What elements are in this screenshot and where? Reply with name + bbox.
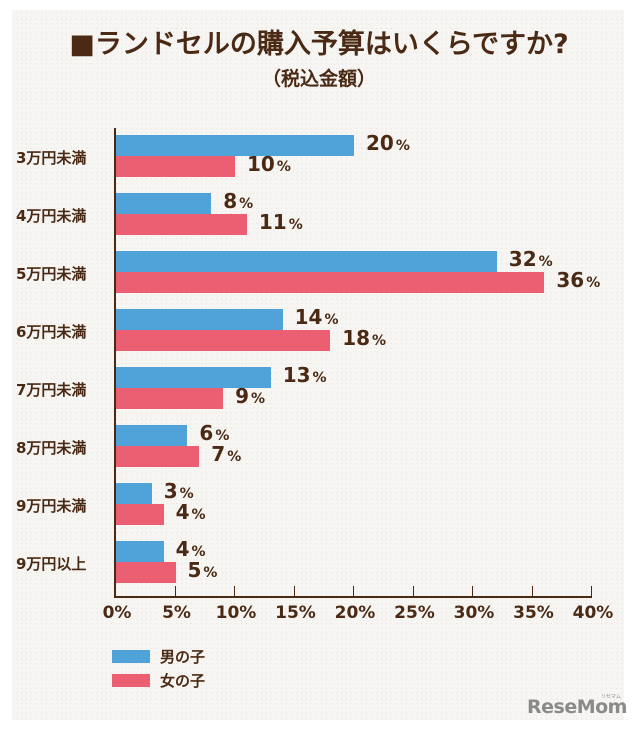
value-label: 8% <box>223 189 254 213</box>
bar-girl <box>116 330 331 351</box>
value-label: 4% <box>175 500 206 524</box>
x-tick-label: 35% <box>513 603 554 623</box>
bar-girl <box>116 272 545 293</box>
x-tick <box>353 586 354 596</box>
value-label: 20% <box>366 131 410 155</box>
value-label: 5% <box>187 558 218 582</box>
x-tick-label: 30% <box>453 603 495 623</box>
bar-boy <box>116 425 188 446</box>
category-label: 3万円未満 <box>16 149 87 167</box>
category-label: 7万円未満 <box>16 381 87 399</box>
category-label: 4万円未満 <box>16 207 87 225</box>
value-label: 9% <box>235 384 266 408</box>
bar-boy <box>116 135 354 156</box>
value-label: 10% <box>247 152 291 176</box>
bar-girl <box>116 562 176 583</box>
y-axis-line <box>114 128 116 598</box>
bar-boy <box>116 251 497 272</box>
x-tick <box>531 586 533 596</box>
x-tick <box>412 586 414 596</box>
legend-label-boys: 男の子 <box>160 648 206 666</box>
chart-title: ■ランドセルの購入予算はいくらですか? <box>69 29 569 60</box>
x-tick-label: 20% <box>334 603 376 623</box>
bar-girl <box>116 388 224 409</box>
value-label: 6% <box>199 421 230 445</box>
bar-boy <box>116 367 271 388</box>
bar-boy <box>116 309 283 330</box>
bar-boy <box>116 541 164 562</box>
value-label: 32% <box>508 247 553 271</box>
chart-subtitle: （税込金額） <box>261 68 376 90</box>
value-label: 36% <box>556 268 601 292</box>
value-label: 7% <box>211 442 242 466</box>
value-label: 4% <box>175 537 206 561</box>
value-label: 18% <box>342 326 387 350</box>
category-label: 9万円未満 <box>16 497 87 515</box>
resemom-logo: ReseMom <box>527 696 627 718</box>
category-label: 6万円未満 <box>16 323 87 341</box>
bar-girl <box>116 214 247 235</box>
x-tick-label: 15% <box>275 603 316 623</box>
bar-girl <box>116 156 235 177</box>
resemom-logo-kana: リセマム <box>601 694 622 700</box>
category-label: 9万円以上 <box>16 555 87 573</box>
legend-swatch-girls <box>112 674 150 687</box>
x-tick-label: 5% <box>162 603 191 623</box>
value-label: 14% <box>294 305 339 329</box>
x-tick-label: 0% <box>102 603 132 623</box>
x-tick <box>591 586 592 596</box>
x-tick-label: 25% <box>394 603 435 623</box>
category-label: 5万円未満 <box>16 265 87 283</box>
value-label: 3% <box>163 479 194 503</box>
value-label: 11% <box>258 210 303 234</box>
x-tick <box>234 586 235 596</box>
bar-boy <box>116 483 152 504</box>
x-tick <box>293 586 295 596</box>
x-tick <box>174 586 176 596</box>
bar-girl <box>116 446 200 467</box>
bar-girl <box>116 504 164 525</box>
x-tick <box>472 586 473 596</box>
legend-swatch-boys <box>112 650 150 663</box>
x-tick-label: 10% <box>215 603 257 623</box>
x-axis-line <box>114 596 592 598</box>
value-label: 13% <box>282 363 327 387</box>
x-tick-label: 40% <box>572 603 614 623</box>
category-label: 8万円未満 <box>16 439 87 457</box>
legend-label-girls: 女の子 <box>160 672 206 690</box>
bar-boy <box>116 193 212 214</box>
